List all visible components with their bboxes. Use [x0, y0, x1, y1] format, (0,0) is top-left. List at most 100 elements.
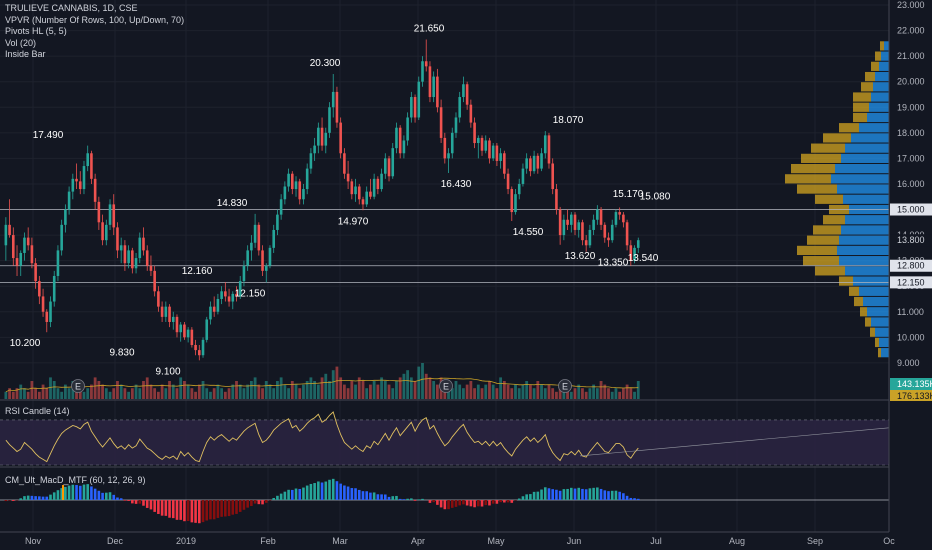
macd-histogram-bar: [145, 500, 149, 508]
volume-bar: [633, 391, 636, 399]
volume-bar: [603, 384, 607, 399]
macd-histogram-bar: [105, 492, 108, 500]
pivot-label: 14.970: [338, 216, 369, 227]
pivot-label: 10.200: [10, 338, 41, 349]
volume-bar: [432, 381, 436, 399]
indicator-pivots[interactable]: Pivots HL (5, 5): [5, 26, 67, 36]
time-axis-label: Apr: [411, 536, 425, 546]
volume-profile-up-bar: [879, 61, 889, 71]
candle-body: [398, 127, 402, 154]
price-axis-bg: [889, 0, 932, 550]
macd-histogram-bar: [291, 489, 294, 500]
macd-histogram-bar: [495, 500, 499, 504]
candle-body: [90, 153, 93, 179]
volume-bar: [130, 388, 134, 399]
macd-histogram-bar: [343, 485, 346, 500]
volume-bar: [618, 391, 622, 399]
macd-histogram-bar: [584, 489, 588, 500]
indicator-inside-bar[interactable]: Inside Bar: [5, 49, 46, 59]
time-axis[interactable]: Nov Dec 2019 Feb Mar Apr May Jun Jul Aug Sep Oc: [25, 536, 895, 546]
macd-histogram-bar: [547, 488, 551, 500]
candle-body: [365, 191, 368, 205]
volume-profile-up-bar: [841, 225, 889, 235]
volume-profile-down-bar: [849, 286, 859, 296]
volume-bar: [302, 384, 305, 399]
volume-profile-up-bar: [851, 133, 889, 143]
earnings-marker: [439, 379, 453, 393]
volume-profile-up-bar: [863, 296, 889, 307]
candle-body: [443, 137, 447, 159]
macd-histogram-bar: [78, 485, 82, 500]
candle-body: [164, 306, 168, 317]
candle-body: [78, 181, 82, 190]
volume-profile-down-bar: [880, 41, 884, 51]
volume-bar: [197, 384, 201, 399]
volume-bar: [365, 388, 369, 399]
candle-body: [52, 275, 56, 302]
pivot-label: 15.170: [613, 189, 644, 200]
candle-body: [231, 293, 235, 302]
macd-histogram-bar: [108, 492, 112, 500]
volume-bar: [528, 384, 532, 399]
candle-body: [391, 148, 395, 177]
volume-bar: [101, 384, 104, 399]
macd-histogram-bar: [38, 496, 41, 500]
price-axis[interactable]: 23.000 22.000 21.000 20.000 19.000 18.000 17.0…: [888, 0, 932, 550]
symbol-title[interactable]: TRULIEVE CANNABIS, 1D, CSE: [5, 3, 138, 13]
indicator-volume[interactable]: Vol (20): [5, 37, 37, 48]
macd-histogram-bar: [127, 500, 130, 501]
candle-body: [629, 245, 633, 261]
candle-body: [599, 209, 603, 225]
volume-bar: [194, 391, 197, 399]
macd-histogram-bar: [365, 491, 368, 500]
volume-profile-down-bar: [853, 112, 867, 123]
macd-histogram-bar: [67, 485, 71, 500]
candle-body: [532, 155, 536, 172]
candle-body: [153, 270, 156, 292]
candle-body: [168, 306, 171, 322]
earnings-marker: [558, 379, 572, 393]
volume-profile-up-bar: [837, 184, 889, 194]
volume-bar: [220, 388, 224, 399]
candle-body: [376, 178, 380, 190]
volume-bar: [246, 384, 250, 399]
candle-body: [361, 199, 365, 205]
candle-body: [142, 237, 145, 251]
volume-bar: [261, 388, 264, 399]
macd-histogram-bar: [596, 487, 599, 500]
price-axis-tick: 19.000: [897, 102, 925, 112]
candle-body: [246, 250, 249, 266]
volume-profile-down-bar: [861, 82, 873, 92]
volume-profile-down-bar: [853, 102, 869, 112]
candle-body: [324, 132, 328, 146]
candle-body: [257, 224, 261, 251]
macd-histogram-bar: [205, 500, 209, 521]
macd-histogram-bar: [52, 492, 56, 500]
indicator-vpvr[interactable]: VPVR (Number Of Rows, 100, Up/Down, 70): [5, 14, 185, 25]
macd-histogram-bar: [346, 486, 350, 500]
volume-bar: [171, 384, 175, 399]
volume-profile-down-bar: [875, 337, 879, 348]
volume-profile-up-bar: [841, 153, 889, 163]
macd-histogram-bar: [142, 500, 145, 506]
volume-bar: [398, 377, 402, 399]
macd-histogram-bar: [190, 500, 194, 523]
macd-histogram-bar: [484, 500, 488, 506]
macd-histogram-bar: [406, 498, 409, 500]
rsi-pane-label[interactable]: RSI Candle (14): [5, 406, 70, 416]
macd-pane-label[interactable]: CM_Ult_MacD_MTF (60, 12, 26, 9): [5, 475, 146, 485]
volume-bar: [573, 388, 577, 399]
volume-profile-up-bar: [873, 82, 889, 92]
level-badge: [890, 276, 932, 289]
volume-profile-down-bar: [785, 174, 831, 184]
volume-bar: [506, 384, 510, 399]
volume-bar: [421, 363, 424, 399]
pivot-label: 12.160: [182, 266, 213, 277]
candle-body: [372, 178, 376, 197]
volume-profile-up-bar: [881, 348, 889, 358]
volume-bar: [621, 388, 625, 399]
candle-body: [614, 212, 618, 225]
macd-histogram-bar: [625, 495, 629, 500]
volume-profile-down-bar: [839, 123, 859, 133]
